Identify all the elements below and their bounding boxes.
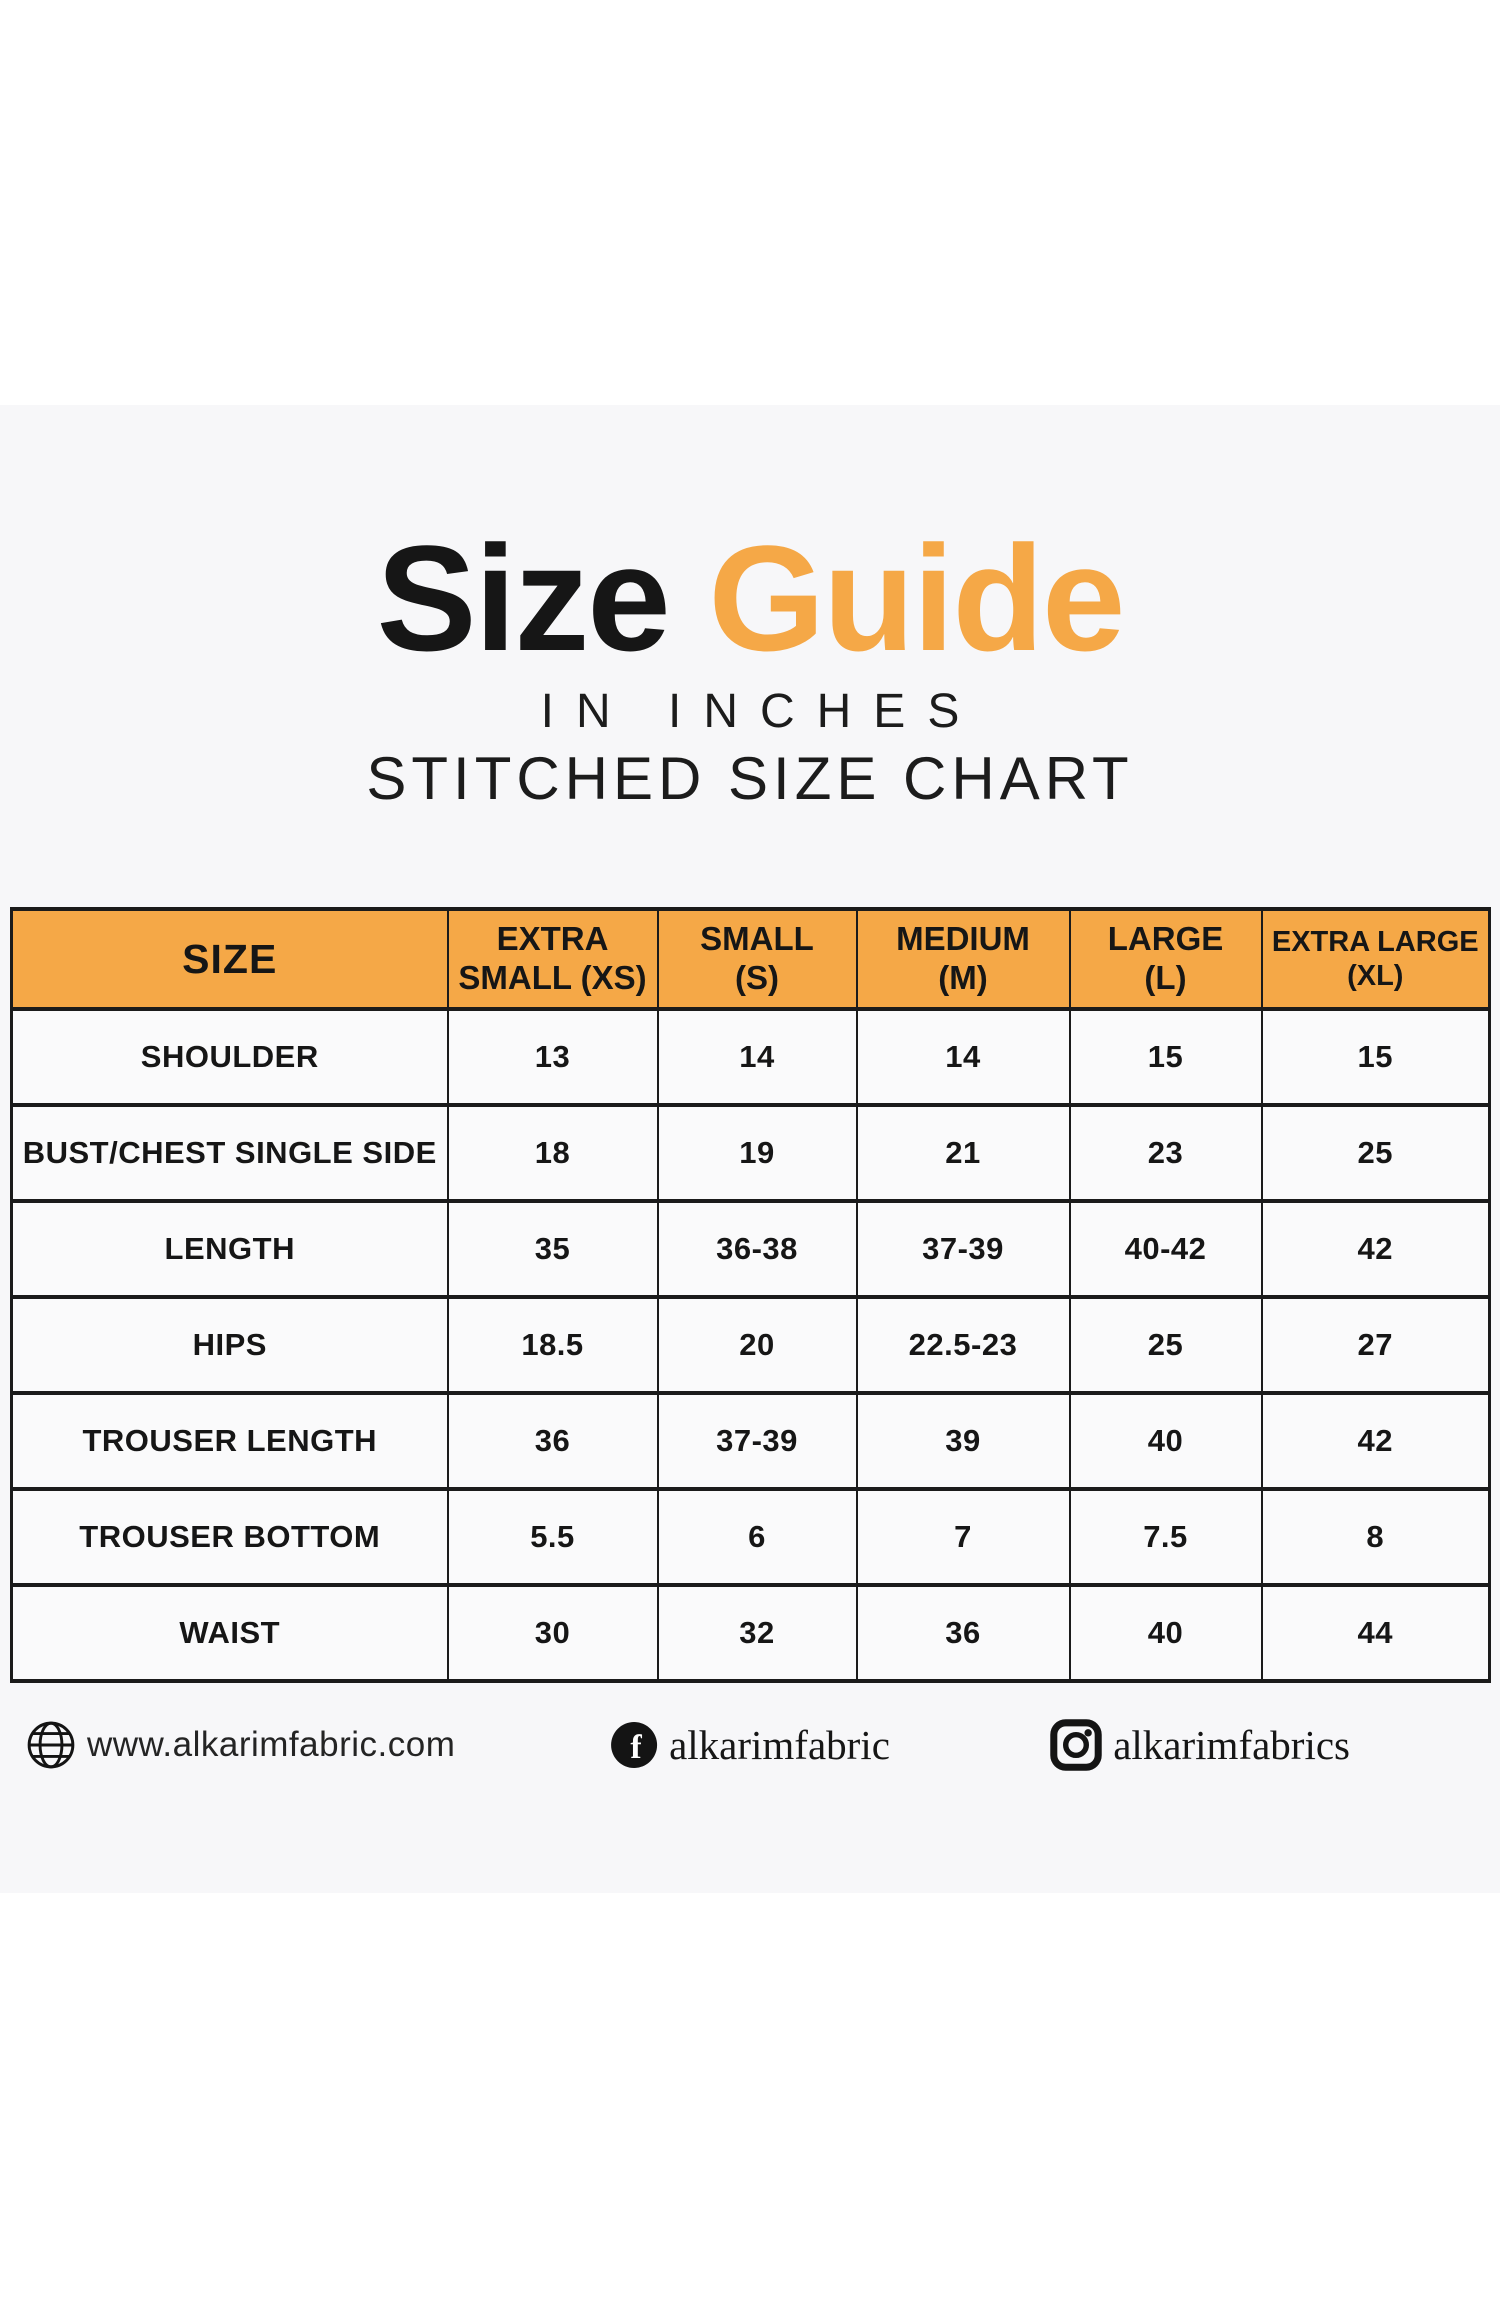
- measurement-label-cell: LENGTH: [10, 1199, 449, 1299]
- measurement-label-cell: TROUSER BOTTOM: [10, 1487, 449, 1587]
- table-row: LENGTH 35 36-38 37-39 40-42 42: [10, 1199, 1491, 1299]
- size-value-cell: 15: [1068, 1007, 1263, 1107]
- instagram-link[interactable]: alkarimfabrics: [1050, 1703, 1350, 1787]
- subtitle-in-inches: IN INCHES: [540, 685, 982, 738]
- size-value-cell: 5.5: [446, 1487, 659, 1587]
- size-value-cell: 30: [446, 1583, 659, 1683]
- size-value-cell: 18.5: [446, 1295, 659, 1395]
- title-word-guide: Guide: [708, 514, 1125, 682]
- column-header: MEDIUM (M): [855, 907, 1071, 1011]
- size-value-cell: 39: [855, 1391, 1071, 1491]
- size-value-cell: 23: [1068, 1103, 1263, 1203]
- size-value-cell: 20: [656, 1295, 858, 1395]
- table-row: BUST/CHEST SINGLE SIDE 18 19 21 23 25: [10, 1103, 1491, 1203]
- measurement-label-cell: BUST/CHEST SINGLE SIDE: [10, 1103, 449, 1203]
- size-value-cell: 32: [656, 1583, 858, 1683]
- size-value-cell: 36-38: [656, 1199, 858, 1299]
- size-value-cell: 35: [446, 1199, 659, 1299]
- measurement-label-cell: SHOULDER: [10, 1007, 449, 1107]
- size-value-cell: 36: [446, 1391, 659, 1491]
- table-row: WAIST 30 32 36 40 44: [10, 1583, 1491, 1683]
- column-header: SIZE: [10, 907, 449, 1011]
- footer: www.alkarimfabric.com f alkarimfabric al…: [0, 1703, 1500, 1787]
- size-value-cell: 27: [1260, 1295, 1491, 1395]
- measurement-label-cell: TROUSER LENGTH: [10, 1391, 449, 1491]
- globe-icon: [27, 1721, 75, 1769]
- size-value-cell: 18: [446, 1103, 659, 1203]
- page-title: Size Guide: [0, 519, 1500, 678]
- size-value-cell: 25: [1068, 1295, 1263, 1395]
- size-value-cell: 36: [855, 1583, 1071, 1683]
- size-value-cell: 40: [1068, 1583, 1263, 1683]
- size-value-cell: 14: [855, 1007, 1071, 1107]
- size-value-cell: 8: [1260, 1487, 1491, 1587]
- column-header: LARGE (L): [1068, 907, 1263, 1011]
- size-value-cell: 6: [656, 1487, 858, 1587]
- size-value-cell: 13: [446, 1007, 659, 1107]
- instagram-handle: alkarimfabrics: [1113, 1722, 1350, 1768]
- website-url: www.alkarimfabric.com: [87, 1725, 456, 1764]
- size-chart-body: SHOULDER 13 14 14 15 15 BUST/CHEST SINGLE SIDE…: [10, 1007, 1491, 1683]
- column-header: SMALL (S): [656, 907, 858, 1011]
- measurement-label-cell: HIPS: [10, 1295, 449, 1395]
- instagram-icon: [1050, 1719, 1102, 1771]
- size-value-cell: 37-39: [656, 1391, 858, 1491]
- measurement-label-cell: WAIST: [10, 1583, 449, 1683]
- size-value-cell: 22.5-23: [855, 1295, 1071, 1395]
- website-link[interactable]: www.alkarimfabric.com: [26, 1703, 455, 1787]
- size-value-cell: 15: [1260, 1007, 1491, 1107]
- facebook-handle: alkarimfabric: [669, 1722, 890, 1768]
- size-chart-table: SIZE EXTRA SMALL (XS) SMALL (S) MEDIUM (M) LARG…: [10, 907, 1491, 1683]
- facebook-icon: f: [611, 1722, 658, 1768]
- size-value-cell: 14: [656, 1007, 858, 1107]
- size-value-cell: 19: [656, 1103, 858, 1203]
- size-value-cell: 44: [1260, 1583, 1491, 1683]
- size-value-cell: 42: [1260, 1199, 1491, 1299]
- table-row: TROUSER LENGTH 36 37-39 39 40 42: [10, 1391, 1491, 1491]
- size-chart-header: SIZE EXTRA SMALL (XS) SMALL (S) MEDIUM (M) LARG…: [10, 907, 1491, 1011]
- size-value-cell: 21: [855, 1103, 1071, 1203]
- subtitle-stitched-size-chart: STITCHED SIZE CHART: [366, 745, 1134, 812]
- size-value-cell: 7: [855, 1487, 1071, 1587]
- column-header: EXTRA SMALL (XS): [446, 907, 659, 1011]
- table-row: HIPS 18.5 20 22.5-23 25 27: [10, 1295, 1491, 1395]
- size-value-cell: 42: [1260, 1391, 1491, 1491]
- svg-text:f: f: [630, 1729, 642, 1766]
- column-header: EXTRA LARGE (XL): [1260, 907, 1491, 1011]
- size-value-cell: 37-39: [855, 1199, 1071, 1299]
- header-row: SIZE EXTRA SMALL (XS) SMALL (S) MEDIUM (M) LARG…: [10, 907, 1491, 1011]
- size-value-cell: 40-42: [1068, 1199, 1263, 1299]
- facebook-link[interactable]: f alkarimfabric: [610, 1703, 890, 1787]
- title-word-size: Size: [376, 514, 671, 682]
- size-value-cell: 40: [1068, 1391, 1263, 1491]
- size-value-cell: 25: [1260, 1103, 1491, 1203]
- size-value-cell: 7.5: [1068, 1487, 1263, 1587]
- table-row: SHOULDER 13 14 14 15 15: [10, 1007, 1491, 1107]
- table-row: TROUSER BOTTOM 5.5 6 7 7.5 8: [10, 1487, 1491, 1587]
